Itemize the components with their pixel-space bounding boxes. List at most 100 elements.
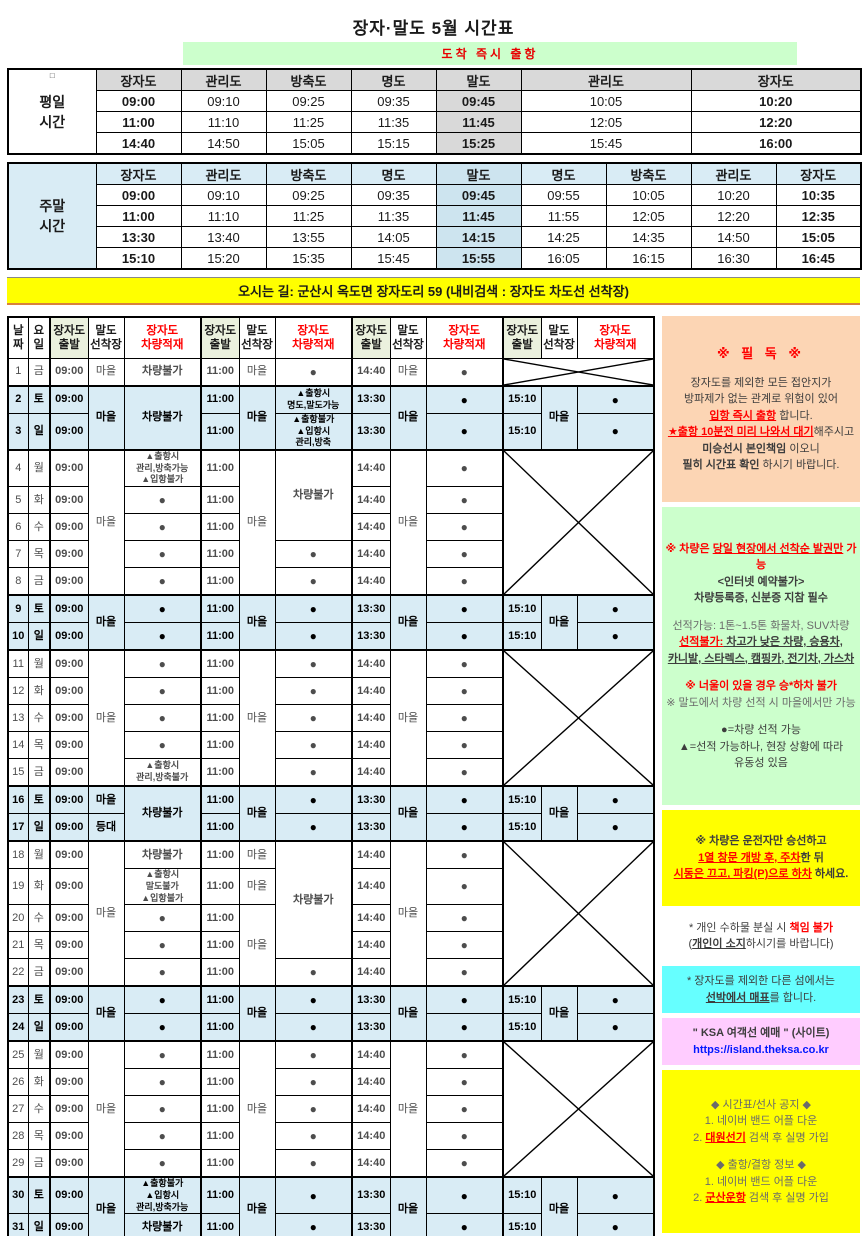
cargo-allowed-dot: ● (425, 622, 504, 651)
date-cell: 21 (7, 931, 29, 960)
departure-time-cell: 14:40 (351, 1040, 391, 1070)
departure-time-cell: 14:40 (351, 1095, 391, 1124)
table-label: □ 평일 시간 (7, 68, 97, 155)
notice-line: 시동은 끄고, 파킹(P)으로 하차 하세요. (664, 866, 858, 883)
notice-text: 선적불가: (679, 636, 724, 648)
cargo-allowed-dot: ● (425, 1068, 504, 1097)
notice-line: 2. 대원선기 검색 후 실명 가입 (664, 1130, 858, 1147)
departure-time-cell: 11:00 (200, 785, 240, 815)
day-cell: 수 (27, 1095, 51, 1124)
time-row: 09:00 09:10 09:25 09:35 09:45 10:05 10:20 (8, 90, 862, 112)
time-cell: 11:45 (435, 111, 522, 133)
departure-time-cell: 13:30 (351, 1176, 391, 1215)
calendar-row: 2 토 09:00 마을 차량불가 11:00 마을 ▲출항시 명도,말도가능 13:30 마을 ● 1… (7, 384, 655, 451)
time-cell: 12:05 (520, 111, 692, 133)
time-cell: 10:35 (775, 184, 862, 206)
time-cell: 09:00 (95, 184, 182, 206)
cargo-column-header: 장자도 차량적재 (425, 316, 504, 359)
date-cell: 13 (7, 704, 29, 733)
departure-time-cell: 09:00 (49, 1149, 89, 1178)
day-cell: 화 (27, 868, 51, 906)
notice-text: 를 합니다. (769, 991, 817, 1004)
cargo-allowed-dot: ● (425, 704, 504, 733)
calendar-row: 21 목 09:00 ● 11:00 14:40 ● (7, 931, 654, 960)
time-cell: 16:15 (605, 247, 692, 270)
port-cell: 마을 (87, 594, 125, 651)
depart-column-header: 장자도 출발 (49, 316, 89, 359)
notice-line: ※ 너울이 있을 경우 승*하차 불가 (664, 678, 858, 695)
calendar-row: 26 화 09:00 ● 11:00 ● 14:40 ● (7, 1068, 654, 1097)
cargo-allowed-dot: ● (274, 1149, 353, 1178)
departure-time-cell: 15:10 (502, 622, 542, 651)
cargo-allowed-dot: ● (425, 868, 504, 906)
departure-time-cell: 11:00 (200, 1040, 240, 1070)
day-cell: 목 (27, 731, 51, 760)
date-cell: 24 (7, 1013, 29, 1042)
depart-column-header: 장자도 출발 (351, 316, 391, 359)
day-cell: 금 (27, 758, 51, 787)
departure-time-cell: 09:00 (49, 385, 89, 414)
cargo-allowed-dot: ● (123, 486, 202, 515)
port-cell: 마을 (238, 449, 276, 596)
notice-text: 1. 네이버 밴드 어플 다운 (704, 1115, 818, 1127)
notice-line: 유동성 있음 (664, 755, 858, 772)
day-cell: 금 (27, 1149, 51, 1178)
station-header: 명도 (350, 68, 437, 91)
day-cell: 금 (27, 567, 51, 596)
date-cell: 14 (7, 731, 29, 760)
cargo-allowed-dot: ● (123, 513, 202, 542)
day-cell: 일 (27, 1013, 51, 1042)
day-cell: 토 (27, 1176, 51, 1215)
calendar-row: 7 목 09:00 ● 11:00 ● 14:40 ● (7, 540, 654, 569)
notice-line: 선적불가: 차고가 낮은 차량, 승용차, (664, 634, 858, 651)
time-cell: 11:00 (95, 111, 182, 133)
station-header: 장자도 (95, 162, 182, 185)
time-cell: 15:10 (95, 247, 182, 270)
booking-site-url[interactable]: https://island.theksa.co.kr (693, 1043, 829, 1056)
notice-text: ※ 필 독 ※ (716, 346, 806, 362)
day-cell: 토 (27, 385, 51, 414)
notice-text: <인터넷 예약불가> (717, 575, 805, 588)
notice-text: 가능 (755, 542, 857, 572)
date-cell: 8 (7, 567, 29, 596)
main-area: 날 짜 요 일 장자도 출발 말도 선착장 장자도 차량적재 장자도 출발 말도 선착장 장자도 차량적재 장자… (7, 316, 860, 1236)
station-header: 방축도 (265, 162, 352, 185)
notice-line: ※ 필 독 ※ (664, 344, 858, 364)
notice-text: 선박에서 매표 (705, 991, 770, 1004)
cargo-status-cell: 차량불가 (123, 785, 202, 842)
notice-line: 장자도를 제외한 모든 접안지가 (664, 375, 858, 392)
cargo-allowed-dot: ● (425, 594, 504, 624)
time-cell: 15:35 (265, 247, 352, 270)
weekday-timetable: □ 평일 시간 장자도 관리도 방축도 명도 말도 관리도 장자도 09:00 09:10 09:25 0… (7, 68, 862, 155)
cargo-status-cell: 차량불가 (274, 840, 353, 960)
date-cell: 4 (7, 449, 29, 488)
date-cell: 12 (7, 677, 29, 706)
departure-time-cell: 15:10 (502, 985, 542, 1015)
cargo-allowed-dot: ● (274, 677, 353, 706)
cargo-column-header: 장자도 차량적재 (274, 316, 353, 359)
departure-time-cell: 14:40 (351, 731, 391, 760)
ksa-booking-box: " KSA 여객선 예매 " (사이트) https://island.theks… (662, 1018, 860, 1065)
notice-sidebar: ※ 필 독 ※ 장자도를 제외한 모든 접안지가 방파제가 없는 관계로 위험이 있… (662, 316, 860, 1236)
calendar-row: 15 금 09:00 ▲출항시 관리,방축불가 11:00 ● 14:40 ● (7, 758, 654, 787)
notice-text: 하세요. (811, 868, 849, 881)
departure-time-cell: 15:10 (502, 1213, 542, 1236)
cargo-restriction-cell: ▲출항시 말도불가 ▲입항불가 (123, 868, 202, 906)
port-cell: 마을 (389, 649, 427, 787)
notice-text: 방파제가 없는 관계로 위험이 있어 (684, 393, 838, 406)
cargo-allowed-dot: ● (425, 385, 504, 414)
port-cell: 마을 (238, 840, 276, 870)
port-cell: 마을 (389, 449, 427, 596)
time-cell: 16:45 (775, 247, 862, 270)
calendar-row: 1 금 09:00 마을 차량불가 11:00 마을 ● 14:40 마을 ● (7, 358, 655, 387)
cargo-allowed-dot: ● (274, 1040, 353, 1070)
notice-text: 군산운항 (705, 1192, 746, 1204)
cargo-allowed-dot: ● (274, 567, 353, 596)
date-cell: 30 (7, 1176, 29, 1215)
notice-line: 1. 네이버 밴드 어플 다운 (664, 1174, 858, 1191)
time-cell: 13:55 (265, 226, 352, 248)
cargo-allowed-dot: ● (123, 1095, 202, 1124)
notice-line: " KSA 여객선 예매 " (사이트) (664, 1025, 858, 1042)
notice-text: 1. 네이버 밴드 어플 다운 (704, 1175, 818, 1188)
